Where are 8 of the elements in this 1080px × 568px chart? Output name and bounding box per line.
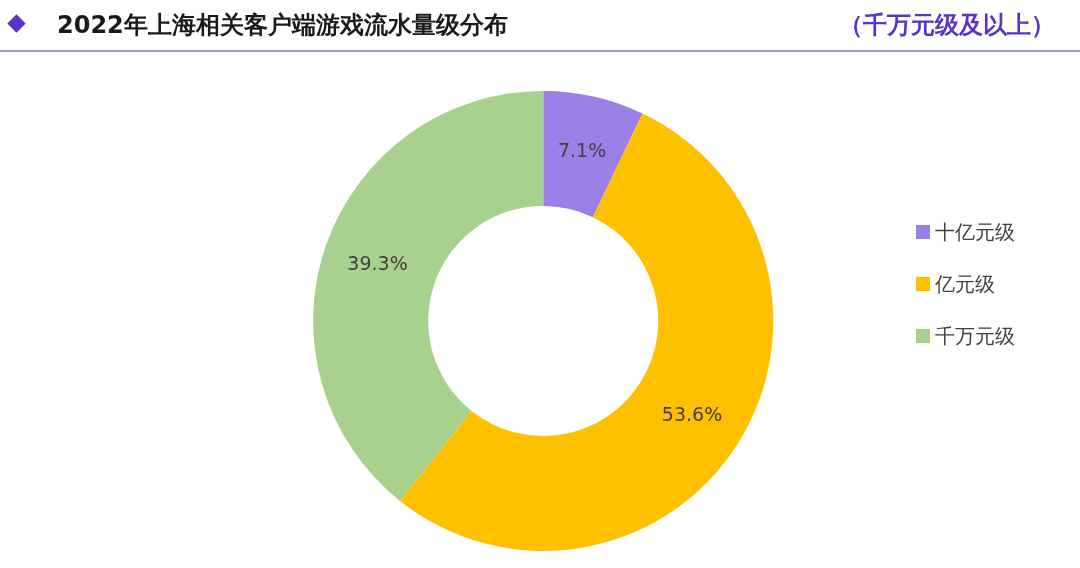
- legend-label: 十亿元级: [935, 220, 1015, 244]
- chart-subtitle: （千万元级及以上）: [839, 11, 1055, 39]
- data-label: 53.6%: [661, 403, 723, 426]
- data-label: 7.1%: [557, 138, 607, 161]
- data-label: 39.3%: [347, 252, 408, 275]
- legend-label: 千万元级: [935, 324, 1015, 348]
- legend-label: 亿元级: [934, 272, 995, 296]
- chart-title: 2022年上海相关客户端游戏流水量级分布: [57, 11, 508, 39]
